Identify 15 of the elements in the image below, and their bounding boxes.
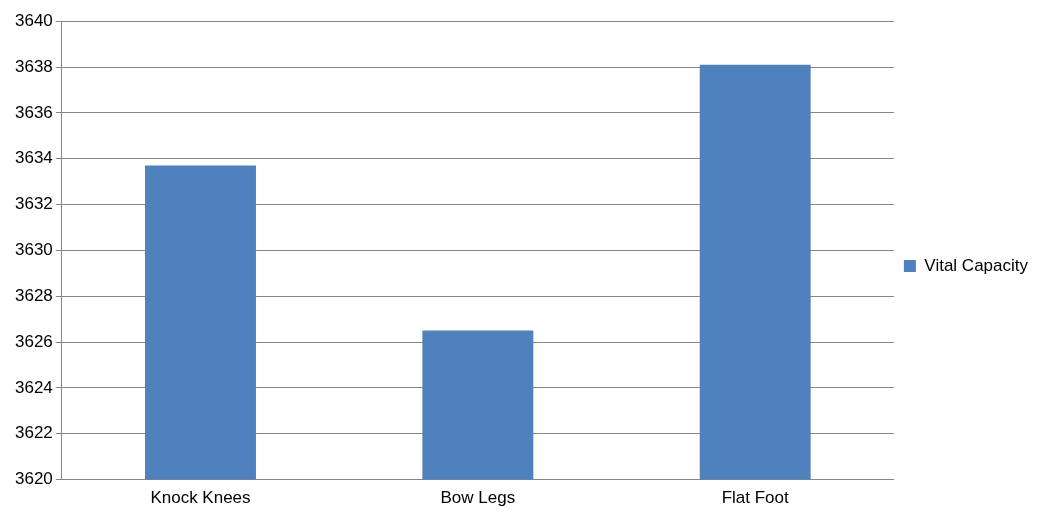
y-tick-label: 3640: [14, 10, 53, 30]
x-tick-label: Bow Legs: [440, 488, 516, 508]
y-tick-label: 3632: [14, 194, 53, 214]
y-tick-label: 3630: [14, 240, 53, 260]
legend-label: Vital Capacity: [924, 255, 1029, 275]
x-tick-label: Knock Knees: [150, 488, 251, 508]
x-tick-label: Flat Foot: [721, 488, 790, 508]
y-tick-label: 3634: [14, 148, 53, 168]
y-tick-label: 3626: [14, 331, 53, 351]
y-tick-label: 3622: [14, 423, 53, 443]
y-tick-label: 3636: [14, 102, 53, 122]
y-tick-label: 3624: [14, 377, 53, 397]
y-tick-label: 3628: [14, 285, 53, 305]
y-tick-label: 3638: [14, 56, 53, 76]
y-tick-label: 3620: [14, 469, 53, 489]
